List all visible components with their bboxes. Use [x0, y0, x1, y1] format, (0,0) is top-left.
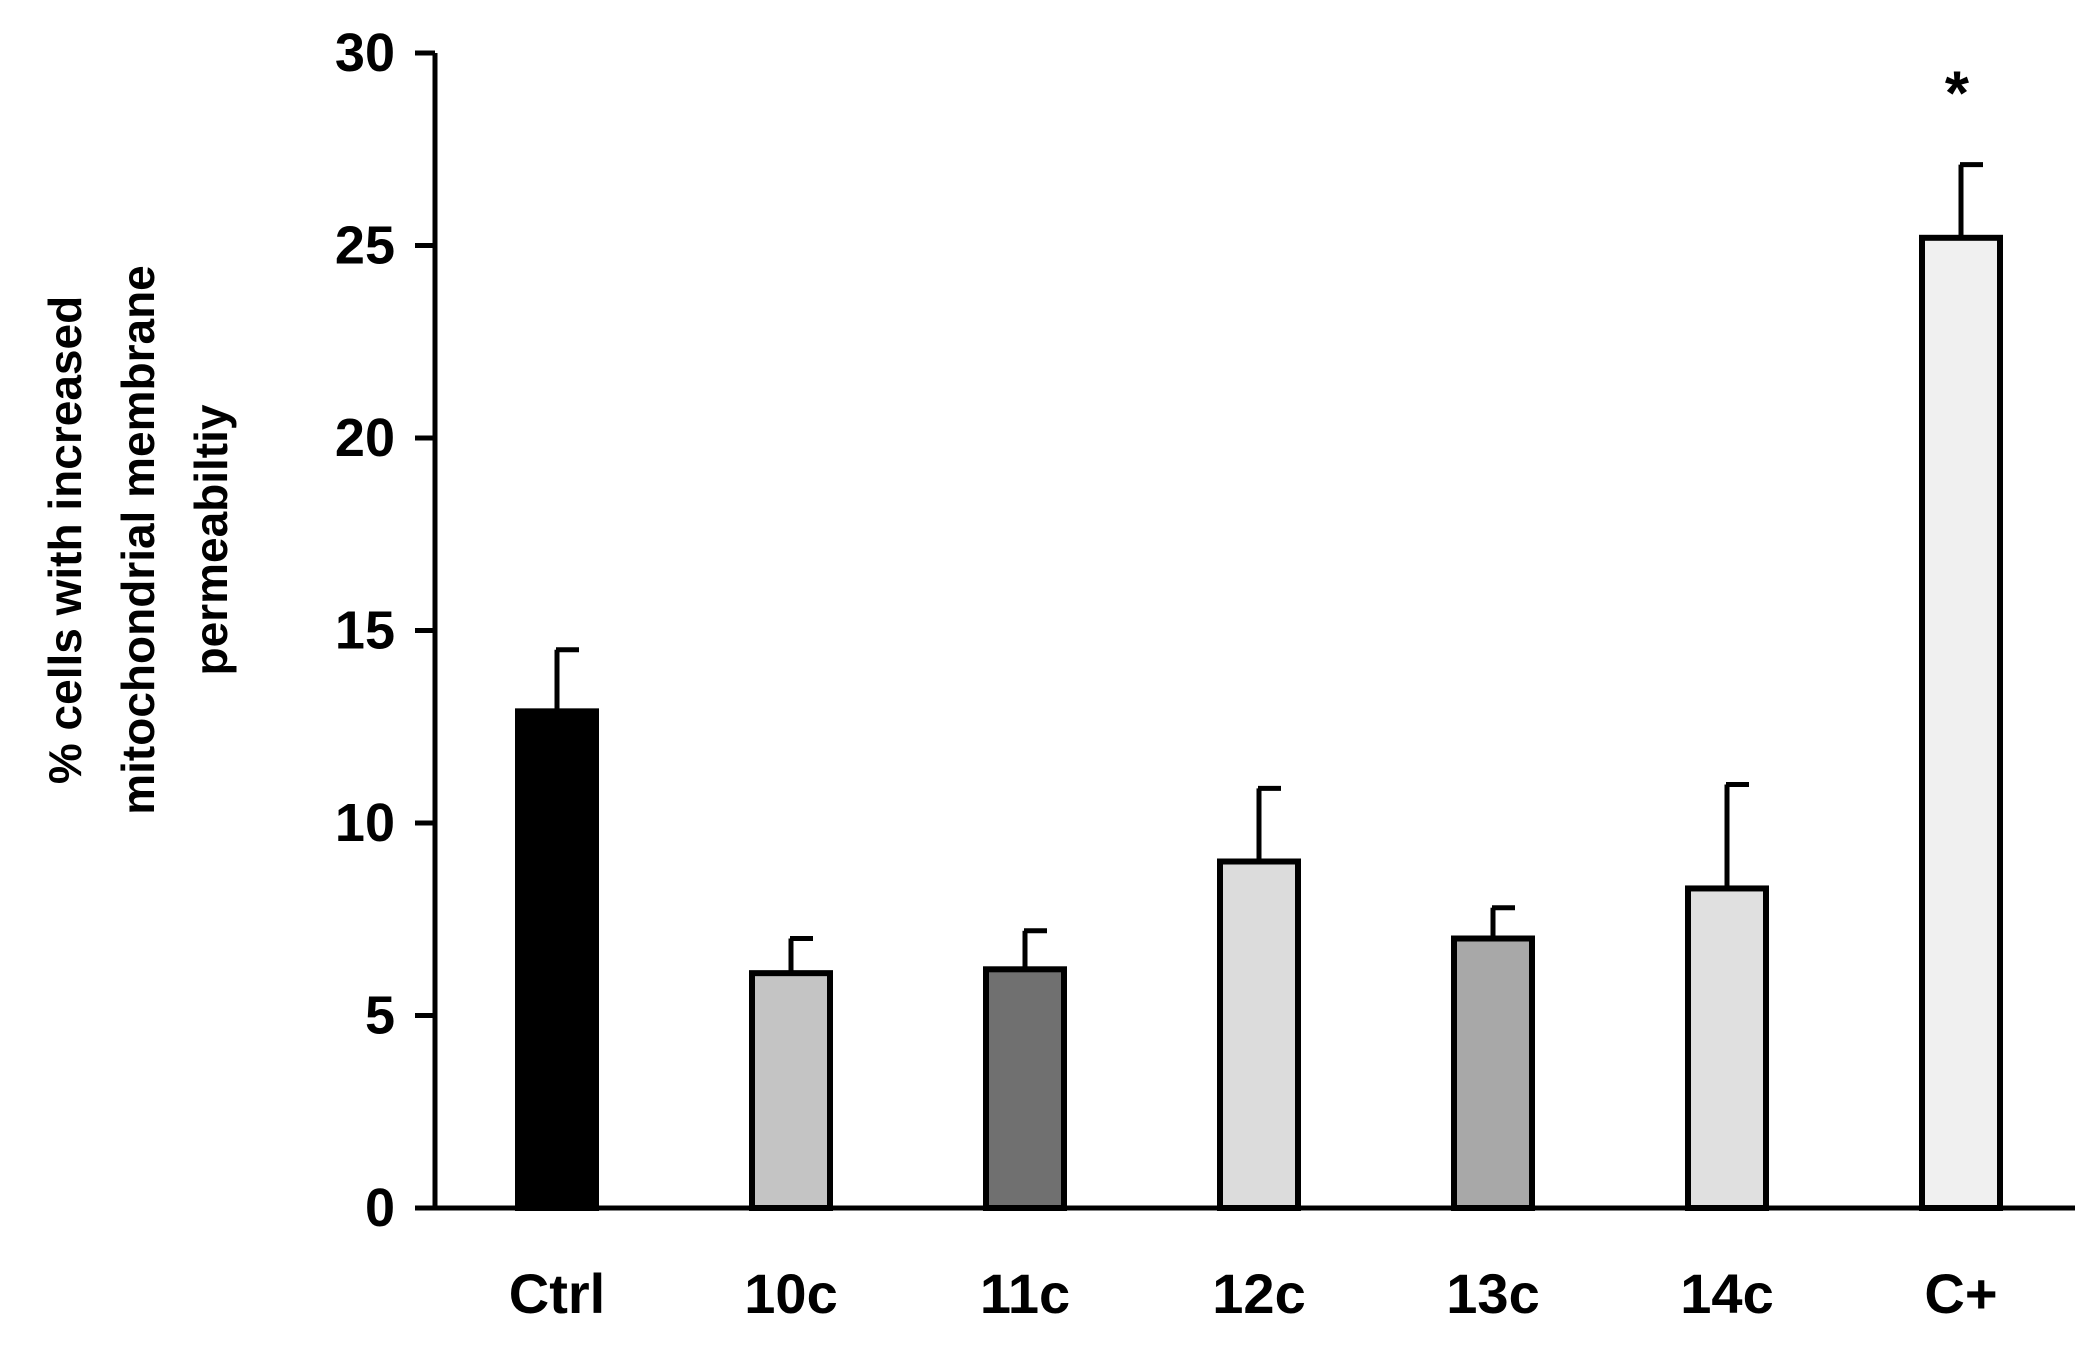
- y-axis-title-line: permeabiltiy: [185, 404, 237, 675]
- bars: [515, 162, 2003, 1212]
- y-tick-label: 25: [335, 216, 395, 276]
- y-axis-title-line: mitochondrial membrane: [112, 265, 164, 815]
- category-label: 13c: [1446, 1262, 1539, 1325]
- y-axis: 0 5 10 15 20 25 30: [335, 23, 438, 1238]
- category-labels: Ctrl 10c 11c 12c 13c 14c C+: [509, 1262, 1998, 1325]
- y-tick-label: 20: [335, 408, 395, 468]
- category-label: 12c: [1212, 1262, 1305, 1325]
- bar-11c: [983, 966, 1067, 1211]
- y-tick-label: 30: [335, 23, 395, 83]
- y-tick-label: 0: [365, 1178, 395, 1238]
- y-tick-label: 5: [365, 986, 395, 1046]
- bar-10c: [749, 970, 833, 1212]
- bar-13c: [1451, 935, 1535, 1211]
- annotations: *: [1945, 60, 1970, 129]
- category-label: 10c: [744, 1262, 837, 1325]
- category-label: 14c: [1680, 1262, 1773, 1325]
- bar-12c: [1217, 858, 1301, 1211]
- category-label: 11c: [980, 1262, 1070, 1325]
- bar-14c: [1685, 885, 1769, 1211]
- bar-C+: [1919, 234, 2003, 1212]
- category-label: C+: [1924, 1262, 1997, 1325]
- y-tick-label: 10: [335, 793, 395, 853]
- y-axis-label: % cells with increased mitochondrial memb…: [39, 265, 237, 815]
- significance-marker: *: [1945, 60, 1970, 129]
- category-label: Ctrl: [509, 1262, 605, 1325]
- y-tick-label: 15: [335, 601, 395, 661]
- y-axis-title-line: % cells with increased: [39, 296, 91, 784]
- bar-Ctrl: [515, 708, 599, 1211]
